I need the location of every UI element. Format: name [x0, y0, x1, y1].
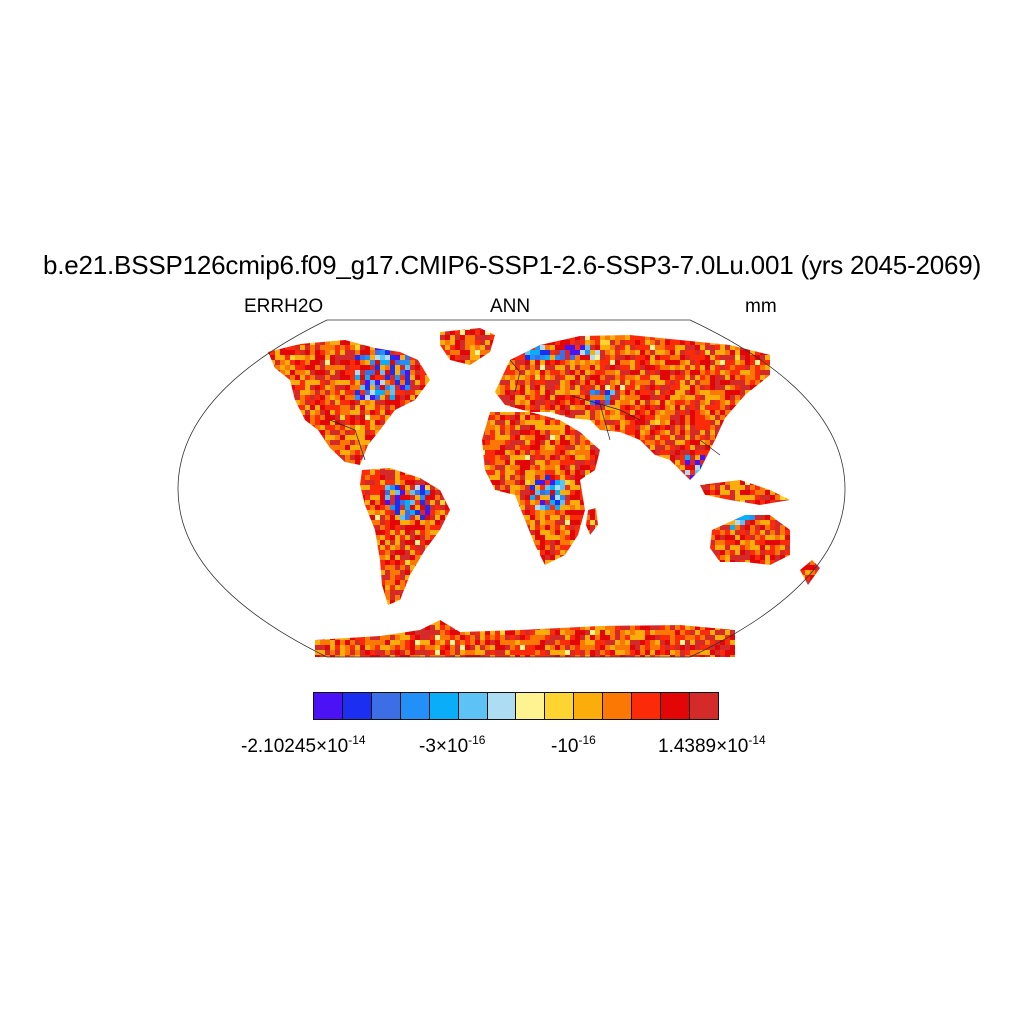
- colorbar-label-min: -2.10245×10-14: [241, 733, 366, 757]
- colorbar-swatch-8: [544, 692, 575, 720]
- colorbar-swatch-5: [457, 692, 488, 720]
- season-label: ANN: [490, 296, 531, 317]
- colorbar-swatch-10: [602, 692, 633, 720]
- colorbar-label-2: -3×10-16: [419, 733, 486, 757]
- colorbar-swatch-4: [428, 692, 459, 720]
- colorbar-swatch-0: [313, 692, 343, 720]
- colorbar-swatch-3: [399, 692, 430, 720]
- colorbar-swatch-11: [631, 692, 662, 720]
- units-label: mm: [745, 296, 777, 317]
- country-borders: [329, 359, 721, 461]
- colorbar-label-max: 1.4389×10-14: [658, 733, 766, 757]
- plot-title: b.e21.BSSP126cmip6.f09_g17.CMIP6-SSP1-2.…: [42, 250, 982, 280]
- colorbar-label-3: -10-16: [551, 733, 596, 757]
- land-data-field: [268, 328, 820, 657]
- variable-label: ERRH2O: [244, 296, 324, 317]
- colorbar-swatch-13: [688, 692, 719, 720]
- colorbar-swatch-12: [660, 692, 690, 720]
- colorbar-swatch-6: [486, 692, 517, 720]
- colorbar-swatch-1: [341, 692, 372, 720]
- colorbar-swatch-7: [515, 692, 546, 720]
- colorbar: [313, 692, 719, 720]
- colorbar-swatch-9: [573, 692, 604, 720]
- colorbar-swatch-2: [370, 692, 401, 720]
